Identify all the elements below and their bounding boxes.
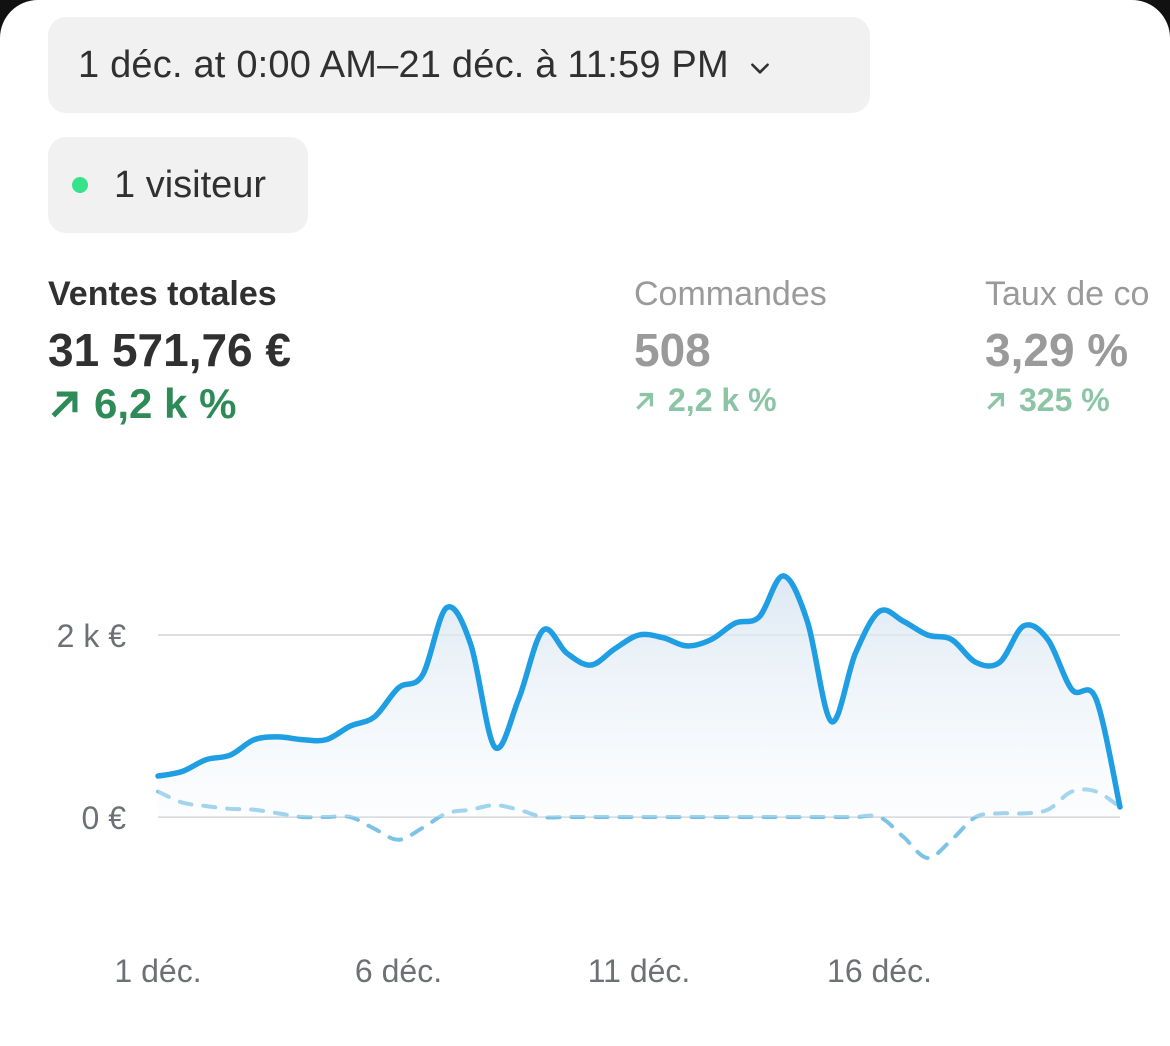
metric-value: 3,29 % [985,324,1129,376]
metric-delta-value: 6,2 k % [94,380,237,427]
metric-delta: 2,2 k % [634,382,827,419]
metric-label: Commandes [634,275,827,313]
sales-chart[interactable]: 2 k € 0 € 1 déc. 6 déc. 11 déc. 16 déc. [0,540,1170,1020]
metric-delta: 6,2 k % [48,380,291,428]
arrow-up-right-icon [51,391,78,418]
visitors-label: 1 visiteur [114,163,267,206]
metric-orders[interactable]: Commandes 508 2,2 k % [634,274,827,419]
x-tick-label: 6 déc. [355,953,442,989]
metric-delta-value: 2,2 k % [668,382,777,418]
chevron-down-icon [750,63,769,74]
comparison-series-line [156,787,1122,860]
metric-delta: 325 % [985,382,1149,419]
metric-delta-value: 325 % [1019,382,1110,418]
date-range-label: 1 déc. at 0:00 AM–21 déc. à 11:59 PM [78,43,729,86]
y-tick-label: 0 € [82,800,127,836]
date-range-selector[interactable]: 1 déc. at 0:00 AM–21 déc. à 11:59 PM [48,17,870,113]
metric-value: 31 571,76 € [48,324,292,376]
metric-label: Ventes totales [48,275,277,313]
metric-conversion-rate-clip: Taux de co 3,29 % 325 % [985,274,1170,434]
sales-series-area [158,575,1120,817]
metric-conversion-rate[interactable]: Taux de co 3,29 % 325 % [985,274,1149,419]
arrow-up-right-icon [987,392,1005,410]
metric-label: Taux de co [985,275,1150,313]
x-tick-label: 1 déc. [114,953,201,989]
x-tick-label: 16 déc. [827,953,932,989]
x-tick-label: 11 déc. [588,953,691,989]
live-status-dot [72,177,88,193]
y-tick-label: 2 k € [57,618,127,654]
arrow-up-right-icon [636,392,654,410]
live-visitors-badge[interactable]: 1 visiteur [48,137,308,233]
metric-total-sales[interactable]: Ventes totales 31 571,76 € 6,2 k % [48,274,291,428]
metric-value: 508 [634,324,711,376]
